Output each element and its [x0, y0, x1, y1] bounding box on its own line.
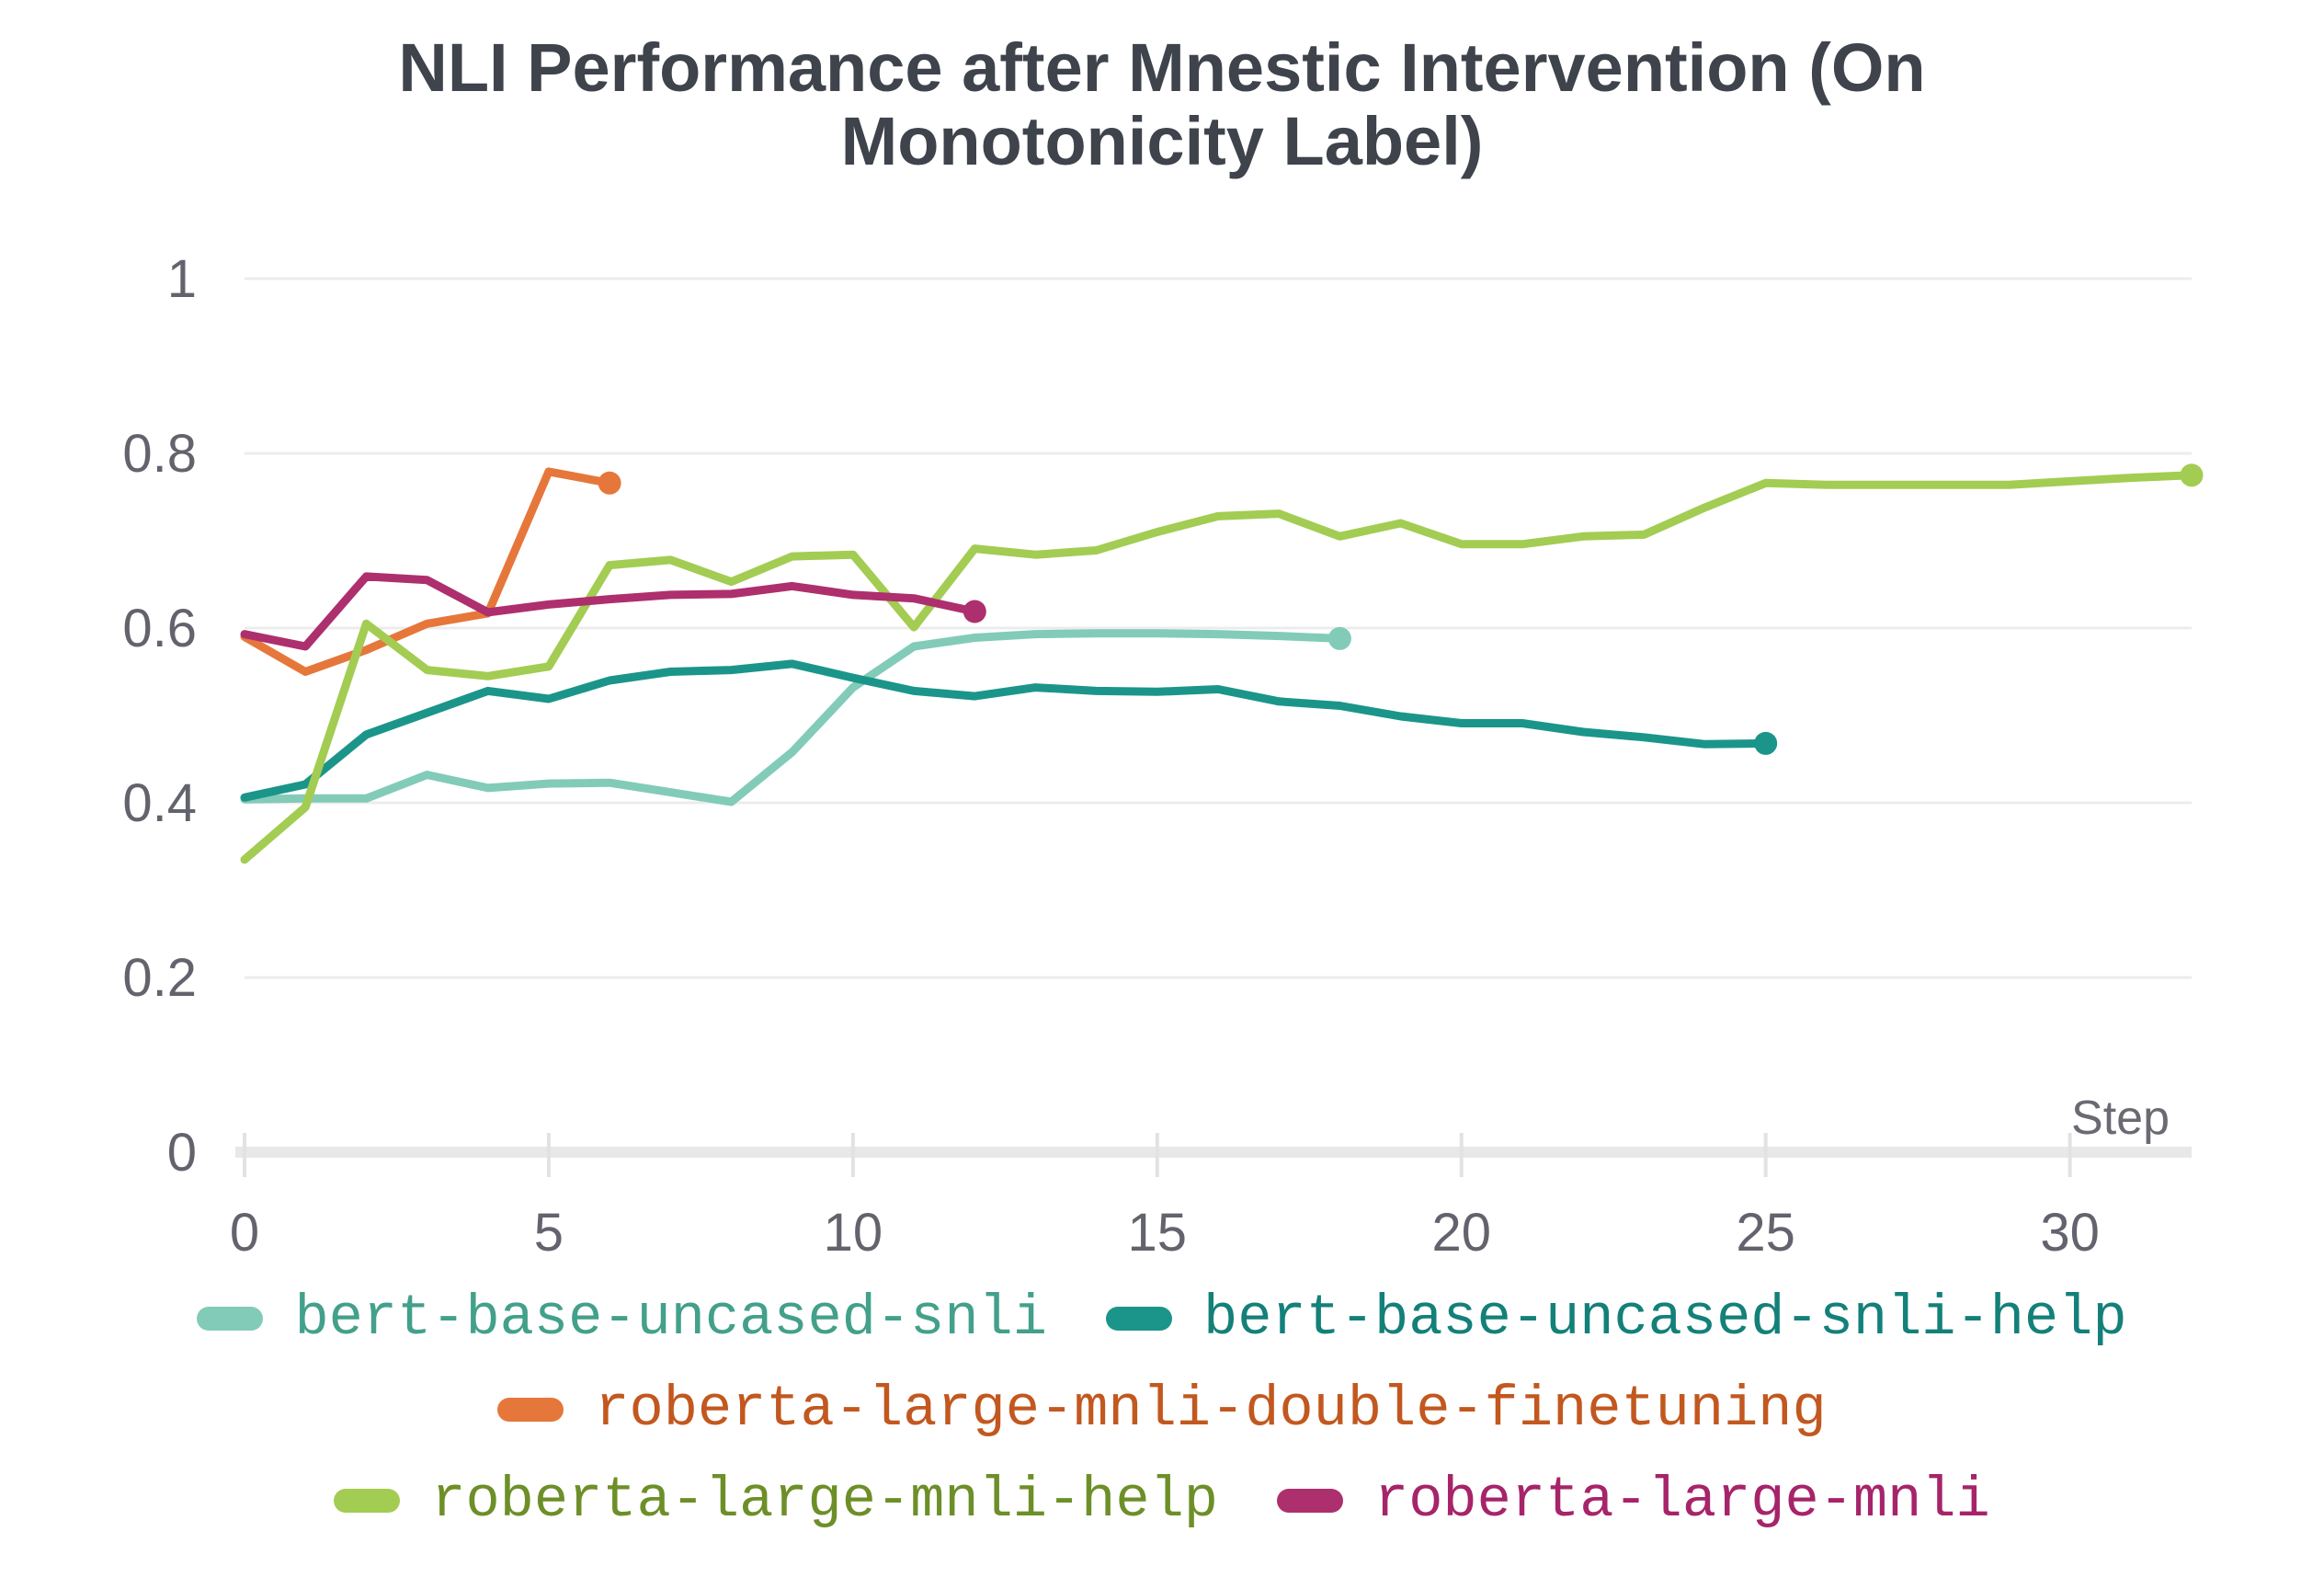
legend-item-bert-base-uncased-snli-help[interactable]: bert-base-uncased-snli-help [1105, 1286, 2127, 1351]
line-chart: 00.20.40.60.81051015202530Step [122, 249, 2204, 1263]
x-tick-label-30: 30 [2040, 1203, 2100, 1263]
legend-item-roberta-large-mnli[interactable]: roberta-large-mnli [1277, 1468, 1990, 1533]
series-endpoint-bert-base-uncased-snli [1327, 626, 1351, 650]
legend-label-roberta-large-mnli-double-finetuning: roberta-large-mnli-double-finetuning [595, 1377, 1827, 1442]
series-endpoint-bert-base-uncased-snli-help [1754, 731, 1778, 755]
x-tick-label-5: 5 [534, 1203, 564, 1263]
plot-area[interactable] [245, 279, 2192, 1152]
legend-swatch-roberta-large-mnli [1277, 1488, 1344, 1513]
legend-swatch-roberta-large-mnli-double-finetuning [497, 1397, 564, 1422]
chart-title-line-1: NLI Performance after Mnestic Interventi… [398, 29, 1926, 106]
x-tick-15 [1155, 1133, 1159, 1177]
series-line-bert-base-uncased-snli [240, 629, 1344, 806]
series-endpoint-roberta-large-mnli [963, 600, 986, 623]
x-tick-10 [850, 1133, 855, 1177]
legend-label-roberta-large-mnli-help: roberta-large-mnli-help [431, 1468, 1219, 1533]
y-tick-label-0.4: 0.4 [122, 773, 197, 833]
series-line-roberta-large-mnli [240, 572, 979, 651]
legend-row-2: roberta-large-mnli-double-finetuning [497, 1377, 1827, 1442]
y-tick-label-0.2: 0.2 [122, 948, 197, 1008]
series-endpoint-roberta-large-mnli-help [2180, 463, 2204, 487]
legend-swatch-bert-base-uncased-snli-help [1105, 1306, 1172, 1331]
series-endpoint-roberta-large-mnli-double-finetuning [598, 471, 621, 495]
x-axis-title: Step [2071, 1092, 2170, 1145]
series-line-bert-base-uncased-snli-help [240, 659, 1771, 802]
series-line-roberta-large-mnli-help [240, 471, 2196, 864]
legend-item-roberta-large-mnli-double-finetuning[interactable]: roberta-large-mnli-double-finetuning [497, 1377, 1827, 1442]
legend-swatch-roberta-large-mnli-help [334, 1488, 401, 1513]
y-tick-label-1: 1 [167, 249, 197, 309]
x-tick-20 [1459, 1133, 1464, 1177]
legend-item-bert-base-uncased-snli[interactable]: bert-base-uncased-snli [197, 1286, 1047, 1351]
chart-title-line-2: Monotonicity Label) [840, 102, 1484, 179]
x-tick-label-15: 15 [1128, 1203, 1188, 1263]
x-tick-label-25: 25 [1736, 1203, 1795, 1263]
y-tick-label-0.8: 0.8 [122, 424, 197, 484]
legend-row-1: bert-base-uncased-snli bert-base-uncased-… [197, 1286, 2127, 1351]
x-tick-5 [546, 1133, 551, 1177]
legend-label-bert-base-uncased-snli: bert-base-uncased-snli [294, 1286, 1047, 1351]
x-tick-label-10: 10 [824, 1203, 883, 1263]
x-tick-label-0: 0 [230, 1203, 259, 1263]
x-tick-label-20: 20 [1431, 1203, 1491, 1263]
legend-item-roberta-large-mnli-help[interactable]: roberta-large-mnli-help [334, 1468, 1218, 1533]
y-tick-label-0.6: 0.6 [122, 599, 197, 658]
legend-label-roberta-large-mnli: roberta-large-mnli [1374, 1468, 1990, 1533]
series-line-roberta-large-mnli-double-finetuning [240, 467, 614, 676]
x-tick-0 [243, 1133, 246, 1177]
x-tick-30 [2068, 1133, 2072, 1177]
legend-row-3: roberta-large-mnli-help roberta-large-mnl… [334, 1468, 1990, 1533]
legend: bert-base-uncased-snli bert-base-uncased-… [0, 1286, 2324, 1533]
chart-title: NLI Performance after Mnestic Interventi… [0, 31, 2324, 178]
legend-swatch-bert-base-uncased-snli [197, 1306, 264, 1331]
x-axis-line [235, 1147, 2192, 1158]
y-tick-label-0: 0 [167, 1123, 197, 1183]
x-tick-25 [1763, 1133, 1768, 1177]
legend-label-bert-base-uncased-snli-help: bert-base-uncased-snli-help [1202, 1286, 2127, 1351]
